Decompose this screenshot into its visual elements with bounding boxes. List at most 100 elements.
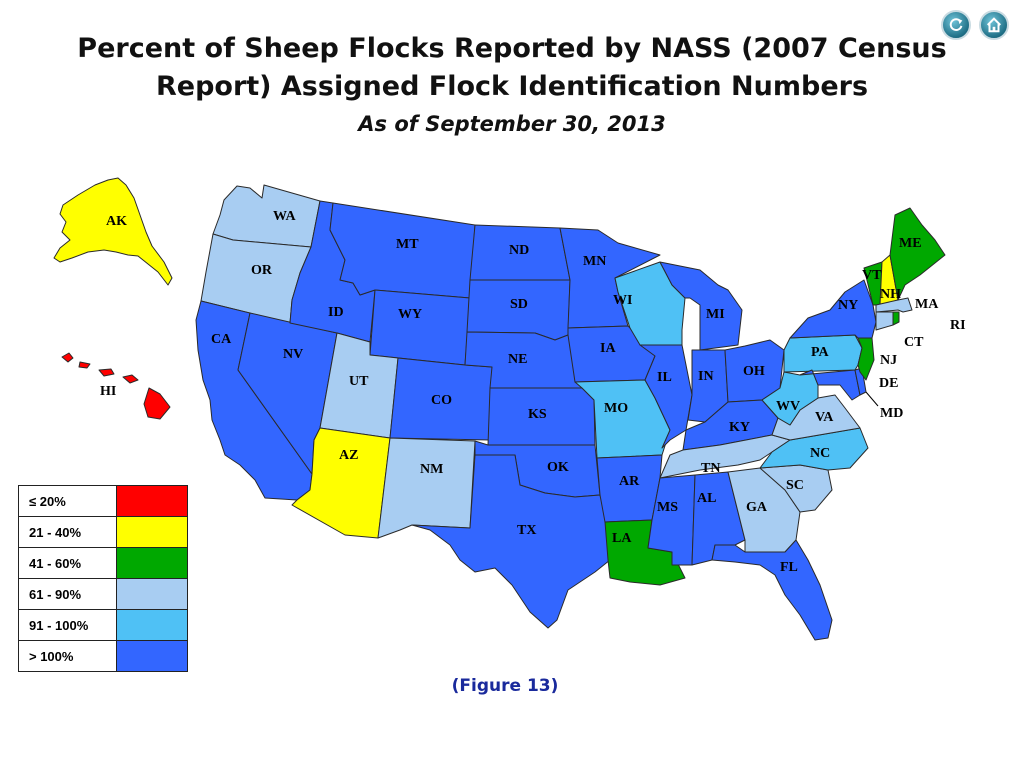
state-label-ga: GA [746, 500, 768, 515]
state-label-az: AZ [339, 448, 358, 463]
legend-range-label: 41 - 60% [18, 547, 117, 579]
state-label-ma: MA [915, 297, 939, 312]
state-label-la: LA [612, 531, 632, 546]
state-label-ar: AR [619, 474, 640, 489]
legend-color-swatch [116, 640, 188, 672]
state-label-ky: KY [729, 420, 750, 435]
state-label-id: ID [328, 305, 344, 320]
state-label-in: IN [698, 369, 714, 384]
leader-line-md [865, 391, 879, 407]
state-label-ct: CT [904, 335, 924, 350]
state-label-nc: NC [810, 446, 830, 461]
map-subtitle: As of September 30, 2013 [358, 112, 666, 136]
state-label-mo: MO [604, 401, 628, 416]
state-label-il: IL [657, 370, 672, 385]
state-label-sd: SD [510, 297, 528, 312]
state-label-ne: NE [508, 352, 527, 367]
state-label-co: CO [431, 393, 452, 408]
state-mi[interactable] [659, 261, 743, 351]
legend-row: > 100% [18, 640, 188, 672]
state-wa[interactable] [212, 184, 321, 248]
legend-color-swatch [116, 516, 188, 548]
legend-row: 21 - 40% [18, 516, 188, 548]
state-label-pa: PA [811, 345, 830, 360]
legend-color-swatch [116, 547, 188, 579]
state-me[interactable] [889, 207, 946, 301]
state-label-or: OR [251, 263, 273, 278]
state-label-wa: WA [273, 209, 296, 224]
state-ny[interactable] [789, 279, 877, 339]
legend-row: ≤ 20% [18, 485, 188, 517]
state-label-de: DE [879, 376, 898, 391]
map-title-line-2: Report) Assigned Flock Identification Nu… [155, 71, 869, 102]
state-label-wi: WI [613, 293, 632, 308]
legend-row: 91 - 100% [18, 609, 188, 641]
state-label-ca: CA [211, 332, 232, 347]
state-il[interactable] [639, 344, 693, 449]
state-ak[interactable] [53, 177, 173, 286]
legend-row: 41 - 60% [18, 547, 188, 579]
state-label-mi: MI [706, 307, 725, 322]
state-label-ks: KS [528, 407, 547, 422]
state-label-vt: VT [862, 268, 882, 283]
legend-row: 61 - 90% [18, 578, 188, 610]
legend: ≤ 20% 21 - 40% 41 - 60% 61 - 90% 91 - 100% > … [18, 485, 188, 672]
home-button[interactable] [979, 10, 1009, 40]
refresh-button[interactable] [941, 10, 971, 40]
state-tx[interactable] [411, 454, 611, 629]
legend-color-swatch [116, 485, 188, 517]
legend-range-label: 91 - 100% [18, 609, 117, 641]
state-label-ny: NY [838, 298, 858, 313]
state-label-ms: MS [657, 500, 678, 515]
state-label-nv: NV [283, 347, 303, 362]
state-ct[interactable] [875, 311, 894, 331]
state-label-ok: OK [547, 460, 569, 475]
state-label-hi: HI [100, 384, 116, 399]
label-leader-lines [865, 391, 879, 407]
state-label-mt: MT [396, 237, 419, 252]
state-label-nm: NM [420, 462, 443, 477]
state-fl[interactable] [711, 539, 833, 641]
state-nj[interactable] [857, 337, 875, 381]
state-label-nd: ND [509, 243, 529, 258]
state-label-oh: OH [743, 364, 765, 379]
state-label-nj: NJ [880, 353, 897, 368]
map-title: Percent of Sheep Flocks Reported by NASS… [0, 30, 1024, 106]
state-hi[interactable] [61, 352, 171, 420]
state-label-md: MD [880, 406, 903, 421]
state-label-ak: AK [106, 214, 127, 229]
state-label-fl: FL [780, 560, 798, 575]
state-label-me: ME [899, 236, 922, 251]
state-label-wy: WY [398, 307, 422, 322]
legend-color-swatch [116, 609, 188, 641]
map-title-line-1: Percent of Sheep Flocks Reported by NASS… [77, 33, 947, 64]
refresh-icon [949, 18, 963, 31]
figure-caption: (Figure 13) [451, 676, 559, 696]
state-shapes [53, 177, 946, 641]
state-wi[interactable] [614, 261, 686, 346]
state-ms[interactable] [647, 474, 696, 566]
state-label-sc: SC [786, 478, 804, 493]
state-wy[interactable] [369, 289, 471, 366]
state-label-al: AL [697, 491, 716, 506]
state-label-tx: TX [517, 523, 536, 538]
state-ks[interactable] [487, 387, 596, 446]
legend-range-label: ≤ 20% [18, 485, 117, 517]
state-label-mn: MN [583, 254, 606, 269]
state-label-tn: TN [701, 461, 720, 476]
home-icon [986, 17, 1002, 33]
legend-range-label: 61 - 90% [18, 578, 117, 610]
state-label-ri: RI [950, 318, 966, 333]
state-label-wv: WV [776, 399, 800, 414]
state-labels: AK HI WA OR CA NV ID MT WY UT AZ CO NM ND SD NE KS OK TX MN… [100, 209, 966, 575]
state-label-ut: UT [349, 374, 369, 389]
legend-color-swatch [116, 578, 188, 610]
state-nm[interactable] [377, 437, 476, 539]
state-ri[interactable] [892, 311, 900, 326]
legend-range-label: > 100% [18, 640, 117, 672]
state-label-ia: IA [600, 341, 616, 356]
state-label-va: VA [815, 410, 834, 425]
state-label-nh: NH [880, 287, 901, 302]
legend-range-label: 21 - 40% [18, 516, 117, 548]
